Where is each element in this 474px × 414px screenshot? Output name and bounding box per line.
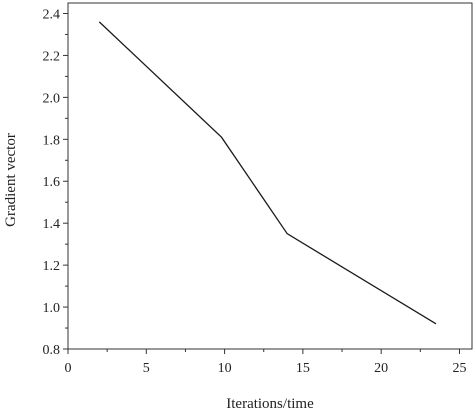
x-axis-title: Iterations/time	[226, 396, 314, 412]
y-tick-label: 1.4	[43, 217, 61, 232]
plot-frame	[67, 2, 473, 350]
series-line-0	[98, 21, 437, 325]
x-tick-label: 25	[452, 361, 466, 376]
y-axis-title: Gradient vector	[3, 133, 19, 227]
y-tick-label: 1.2	[43, 259, 61, 274]
y-tick-label: 1.0	[43, 301, 61, 316]
x-tick-label: 0	[65, 361, 72, 376]
y-tick-label: 0.8	[43, 343, 61, 358]
y-tick-label: 1.6	[43, 175, 61, 190]
x-tick-label: 5	[143, 361, 150, 376]
y-tick-label: 1.8	[43, 133, 61, 148]
y-tick-label: 2.2	[43, 49, 61, 64]
y-tick-label: 2.4	[43, 7, 61, 22]
x-tick-label: 20	[374, 361, 388, 376]
y-tick-label: 2.0	[43, 91, 61, 106]
x-tick-label: 15	[296, 361, 310, 376]
x-tick-label: 10	[218, 361, 232, 376]
